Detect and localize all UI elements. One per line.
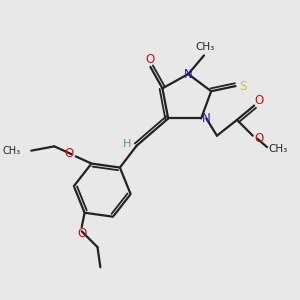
Text: CH₃: CH₃ — [268, 144, 288, 154]
Text: N: N — [202, 112, 211, 125]
Text: CH₃: CH₃ — [2, 146, 20, 156]
Text: O: O — [65, 147, 74, 160]
Text: H: H — [122, 139, 131, 149]
Text: O: O — [255, 94, 264, 107]
Text: S: S — [239, 80, 246, 93]
Text: N: N — [184, 68, 193, 80]
Text: O: O — [77, 227, 86, 240]
Text: O: O — [254, 132, 264, 145]
Text: O: O — [146, 53, 155, 66]
Text: CH₃: CH₃ — [196, 42, 215, 52]
